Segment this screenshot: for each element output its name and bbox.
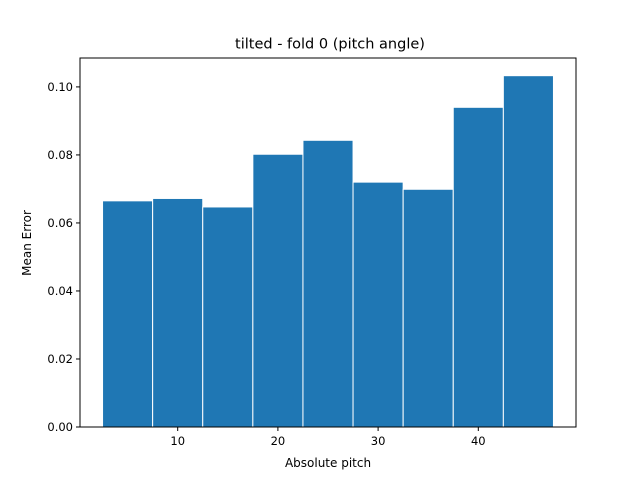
- histogram-bar: [202, 206, 254, 428]
- bars-group: [102, 75, 554, 428]
- y-tick-label: 0.02: [47, 352, 73, 366]
- y-tick-label: 0.06: [47, 216, 73, 230]
- y-axis-label: Mean Error: [20, 210, 34, 276]
- y-tick-label: 0.00: [47, 420, 73, 434]
- x-tick-label: 10: [170, 434, 185, 448]
- histogram-bar: [352, 181, 404, 428]
- histogram-bar: [502, 75, 554, 428]
- y-tick-label: 0.10: [47, 80, 73, 94]
- histogram-bar: [102, 200, 154, 428]
- axes-group: 10 20 30 40 0.00 0.02 0.04 0.06 0.08 0.10: [47, 57, 577, 448]
- histogram-bar: [452, 106, 504, 428]
- histogram-bar: [402, 188, 454, 428]
- x-tick-label: 20: [271, 434, 286, 448]
- histogram-bar: [302, 139, 354, 428]
- x-tick-label: 30: [371, 434, 386, 448]
- plot-frame: [79, 57, 577, 428]
- histogram-bar: [152, 197, 204, 428]
- y-tick-label: 0.04: [47, 284, 73, 298]
- x-tick-label: 40: [471, 434, 486, 448]
- histogram-bar: [252, 153, 304, 428]
- y-tick-label: 0.08: [47, 148, 73, 162]
- chart-title: tilted - fold 0 (pitch angle): [235, 37, 425, 53]
- x-axis-label: Absolute pitch: [285, 456, 371, 470]
